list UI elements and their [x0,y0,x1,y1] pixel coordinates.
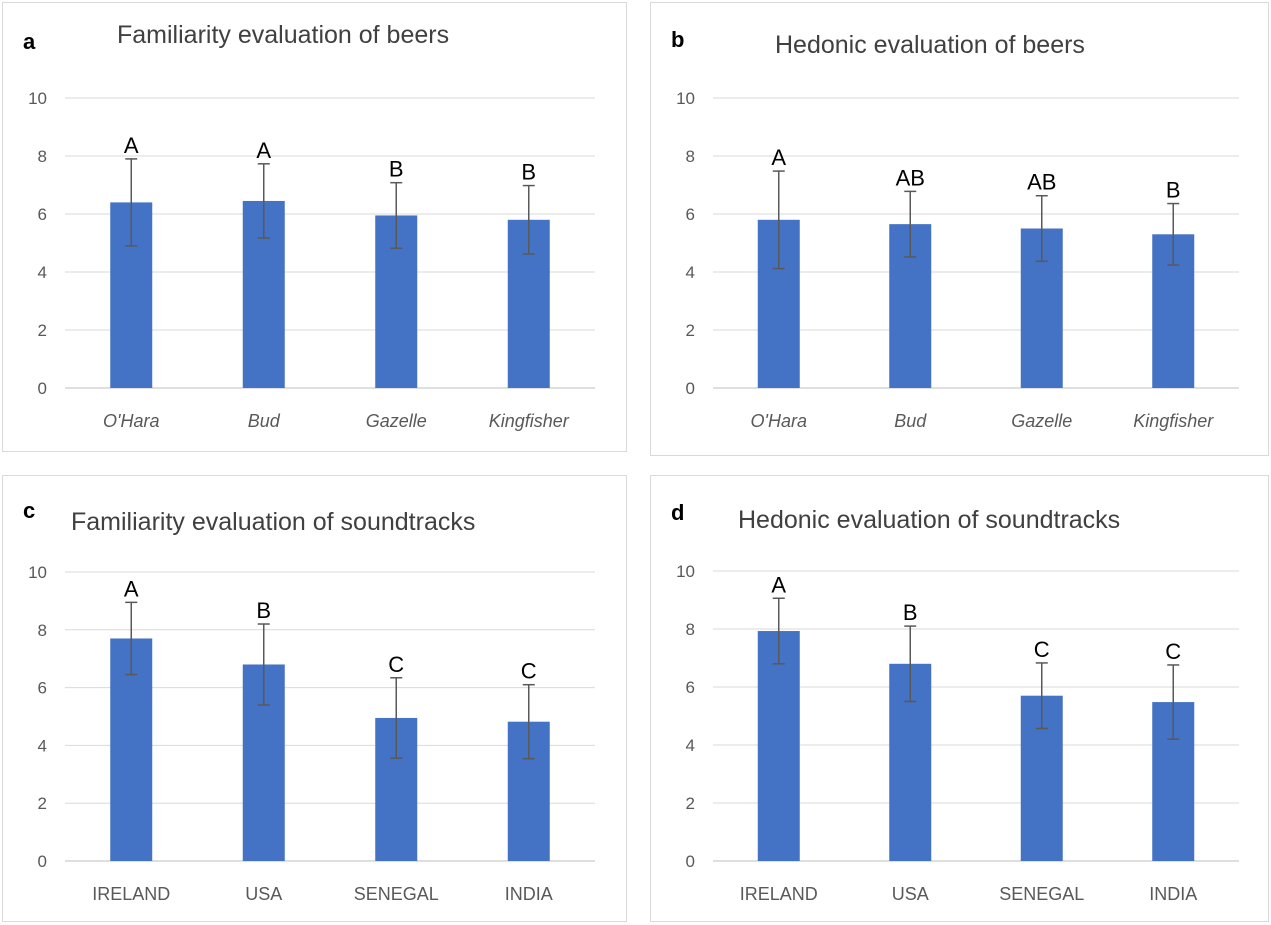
y-tick-label: 10 [28,89,47,108]
category-label: Kingfisher [489,411,570,431]
y-tick-label: 10 [28,563,47,582]
y-tick-label: 4 [38,263,47,282]
category-label: IRELAND [92,884,170,904]
chart-title: Familiarity evaluation of beers [117,21,450,49]
category-label: Bud [248,411,281,431]
category-label: Kingfisher [1133,411,1214,431]
y-tick-label: 10 [676,562,695,581]
y-tick-label: 10 [676,89,695,108]
chart-title: Hedonic evaluation of soundtracks [738,506,1121,534]
y-tick-label: 2 [686,794,695,813]
chart-title: Hedonic evaluation of beers [775,31,1085,59]
y-tick-label: 6 [686,205,695,224]
significance-label: C [388,652,404,677]
y-tick-label: 2 [686,321,695,340]
significance-label: A [124,576,139,601]
significance-label: A [771,572,786,597]
significance-label: C [521,659,537,684]
y-tick-label: 4 [686,736,695,755]
significance-label: B [903,600,918,625]
category-label: Bud [894,411,927,431]
significance-label: AB [1027,170,1056,195]
y-tick-label: 8 [686,620,695,639]
bar [110,638,153,861]
significance-label: C [1034,637,1050,662]
significance-label: C [1165,639,1181,664]
bar-chart: 0 2 4 6 8 10 A O'Hara A Bud B Gazelle B Kingfisher [28,89,595,431]
y-tick-label: 0 [38,852,47,871]
bar-chart: 0 2 4 6 8 10 A IRELAND B USA C SENEGAL C INDIA [28,563,595,904]
category-label: Gazelle [1011,411,1072,431]
y-tick-label: 0 [686,379,695,398]
y-tick-label: 4 [686,263,695,282]
category-label: USA [892,884,929,904]
y-tick-label: 0 [686,852,695,871]
significance-label: B [521,160,536,185]
y-tick-label: 8 [38,147,47,166]
bar [757,631,800,861]
y-tick-label: 8 [38,621,47,640]
y-tick-label: 2 [38,321,47,340]
significance-label: AB [896,165,925,190]
significance-label: A [124,133,139,158]
panel-label: c [23,498,36,523]
y-tick-label: 8 [686,147,695,166]
chart-title: Familiarity evaluation of soundtracks [71,508,476,536]
category-label: SENEGAL [354,884,439,904]
chart-panel-b: b Hedonic evaluation of beers 0 2 4 6 8 10 A O'… [650,2,1269,456]
y-tick-label: 2 [38,794,47,813]
significance-label: A [771,145,786,170]
category-label: Gazelle [366,411,427,431]
category-label: SENEGAL [999,884,1084,904]
chart-panel-a: a Familiarity evaluation of beers 0 2 4 6 8 1… [2,2,627,452]
significance-label: B [256,598,271,623]
category-label: INDIA [1149,884,1197,904]
category-label: IRELAND [740,884,818,904]
panel-label: d [671,500,685,525]
category-label: INDIA [505,884,553,904]
bar-chart: 0 2 4 6 8 10 A O'Hara AB Bud AB Gazelle B Kingfisher [676,89,1239,431]
category-label: USA [245,884,282,904]
significance-label: B [389,157,404,182]
significance-label: B [1166,178,1181,203]
panel-label: b [671,27,685,52]
y-tick-label: 4 [38,736,47,755]
chart-panel-d: d Hedonic evaluation of soundtracks 0 2 4 6… [650,475,1269,922]
panel-label: a [23,29,36,54]
category-label: O'Hara [751,411,807,431]
y-tick-label: 6 [38,679,47,698]
y-tick-label: 6 [686,678,695,697]
category-label: O'Hara [103,411,159,431]
chart-panel-c: c Familiarity evaluation of soundtracks … [2,475,627,922]
y-tick-label: 6 [38,205,47,224]
bar-chart: 0 2 4 6 8 10 A IRELAND B USA C SENEGAL C INDIA [676,562,1239,904]
significance-label: A [256,138,271,163]
y-tick-label: 0 [38,379,47,398]
